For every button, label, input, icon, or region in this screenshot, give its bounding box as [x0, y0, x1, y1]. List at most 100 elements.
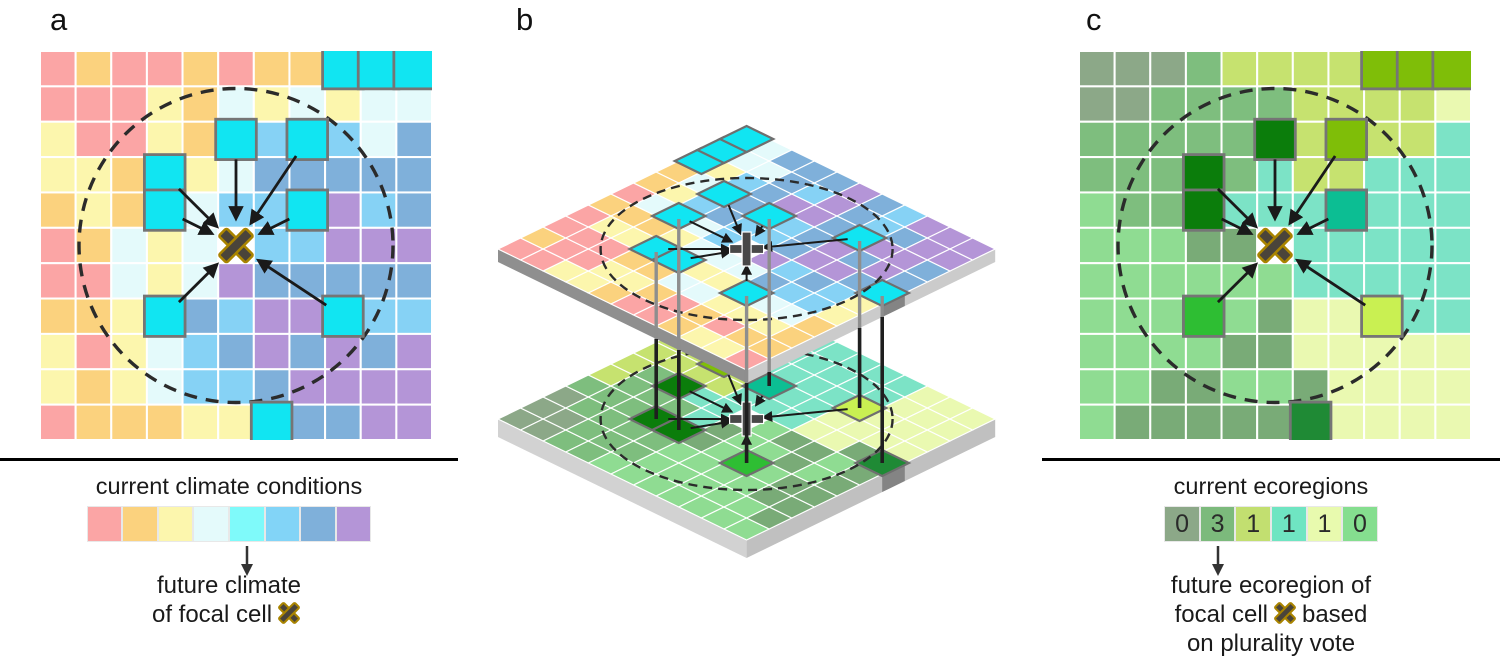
grid-cell — [1220, 368, 1259, 406]
grid-cell — [1149, 226, 1187, 265]
grid-cell — [1398, 191, 1437, 229]
grid-cell — [1363, 120, 1401, 159]
grid-cell — [1434, 85, 1471, 123]
grid-cell — [181, 332, 220, 371]
grid-cell — [1184, 226, 1223, 265]
grid-cell — [40, 332, 77, 371]
grid-cell — [181, 120, 220, 159]
grid-cell — [1113, 156, 1152, 194]
grid-cell — [1149, 262, 1187, 300]
slab-right-face — [746, 249, 996, 383]
grid-cell — [217, 262, 255, 300]
grid-cell — [1220, 120, 1259, 159]
grid-cell — [1291, 297, 1330, 335]
grid-cell — [1113, 403, 1152, 440]
analog-cell — [249, 400, 294, 440]
grid-cell — [1434, 156, 1471, 194]
grid-cell — [1398, 403, 1437, 440]
grid-cell — [1327, 156, 1366, 194]
grid-cell — [181, 403, 220, 440]
grid-cell — [395, 332, 432, 371]
analog-cell — [649, 201, 708, 231]
grid-cell — [1113, 332, 1152, 371]
grid-cell — [1256, 85, 1294, 123]
grid-cell — [359, 368, 398, 406]
grid-cell — [288, 85, 327, 123]
grid-cell — [40, 226, 77, 265]
grid-cell — [110, 156, 148, 194]
climate-legend: current climate conditions future climat… — [0, 458, 458, 662]
climate-swatch-0 — [86, 506, 123, 542]
grid-cell — [1149, 191, 1187, 229]
down-arrow-icon — [241, 546, 253, 576]
grid-cell — [145, 120, 184, 159]
grid-cell — [145, 403, 184, 440]
analog-arrow — [1221, 217, 1254, 235]
analog-cell — [1324, 117, 1368, 161]
grid-cell — [74, 332, 113, 371]
grid-cell — [1113, 226, 1152, 265]
analog-arrow — [754, 394, 766, 407]
analog-arrow — [1216, 262, 1259, 304]
grid-cell — [1079, 191, 1116, 229]
grid-cell — [1398, 120, 1437, 159]
grid-cell — [1256, 403, 1294, 440]
analog-cell — [1288, 400, 1333, 440]
grid-cell — [40, 156, 77, 194]
grid-cell — [359, 120, 398, 159]
grid-cell — [74, 226, 113, 265]
analog-arrow — [690, 417, 732, 430]
climate-swatch-1 — [122, 506, 158, 542]
grid-cell — [324, 156, 362, 194]
grid-cell — [110, 191, 148, 229]
grid-cell — [1256, 262, 1294, 300]
grid-cell — [1079, 403, 1116, 440]
grid-cell — [1113, 297, 1152, 335]
grid-cell — [110, 226, 148, 265]
analog-arrow — [177, 262, 220, 304]
grid-cell — [1079, 297, 1116, 335]
grid-cell — [1113, 51, 1152, 88]
caption-text: on plurality vote — [1186, 630, 1356, 657]
edge-cell-side — [882, 463, 905, 492]
grid-cell — [359, 297, 398, 335]
grid-cell — [395, 85, 432, 123]
grid-cell — [110, 262, 148, 300]
analog-arrow — [689, 220, 734, 243]
iso-layers-panel — [496, 124, 997, 558]
grid-cell — [1113, 368, 1152, 406]
analog-arrow — [177, 187, 220, 229]
grid-cell — [110, 403, 148, 440]
grid-cell — [359, 403, 398, 440]
search-radius-circle — [77, 86, 395, 405]
search-radius-circle — [1116, 86, 1434, 405]
climate-swatch-5 — [264, 506, 301, 542]
climate-legend-caption: future climate of focal cell — [0, 571, 458, 629]
climate-swatch-6 — [300, 506, 336, 542]
grid-cell — [324, 332, 362, 371]
grid-cell — [1184, 262, 1223, 300]
panel-label-a: a — [50, 2, 68, 37]
grid-cell — [1291, 226, 1330, 265]
grid-cell — [1184, 51, 1223, 88]
grid-cell — [395, 297, 432, 335]
grid-cell — [1184, 403, 1223, 440]
grid-cell — [217, 403, 255, 440]
grid-cell — [288, 403, 327, 440]
edge-cell-side — [882, 293, 905, 317]
grid-cell — [181, 51, 220, 88]
grid-cell — [1327, 85, 1366, 123]
grid-cell — [1220, 51, 1259, 88]
grid-cell — [288, 156, 327, 194]
grid-cell — [1363, 403, 1401, 440]
panel-label-c: c — [1086, 2, 1102, 37]
grid-cell — [1398, 156, 1437, 194]
grid-cell — [252, 297, 291, 335]
grid-cell — [74, 85, 113, 123]
grid-cell — [110, 368, 148, 406]
grid-cell — [288, 226, 327, 265]
ecoregion-swatch-3: 1 — [1271, 506, 1307, 542]
grid-cell — [395, 262, 432, 300]
focal-cell-x-icon — [278, 602, 300, 624]
